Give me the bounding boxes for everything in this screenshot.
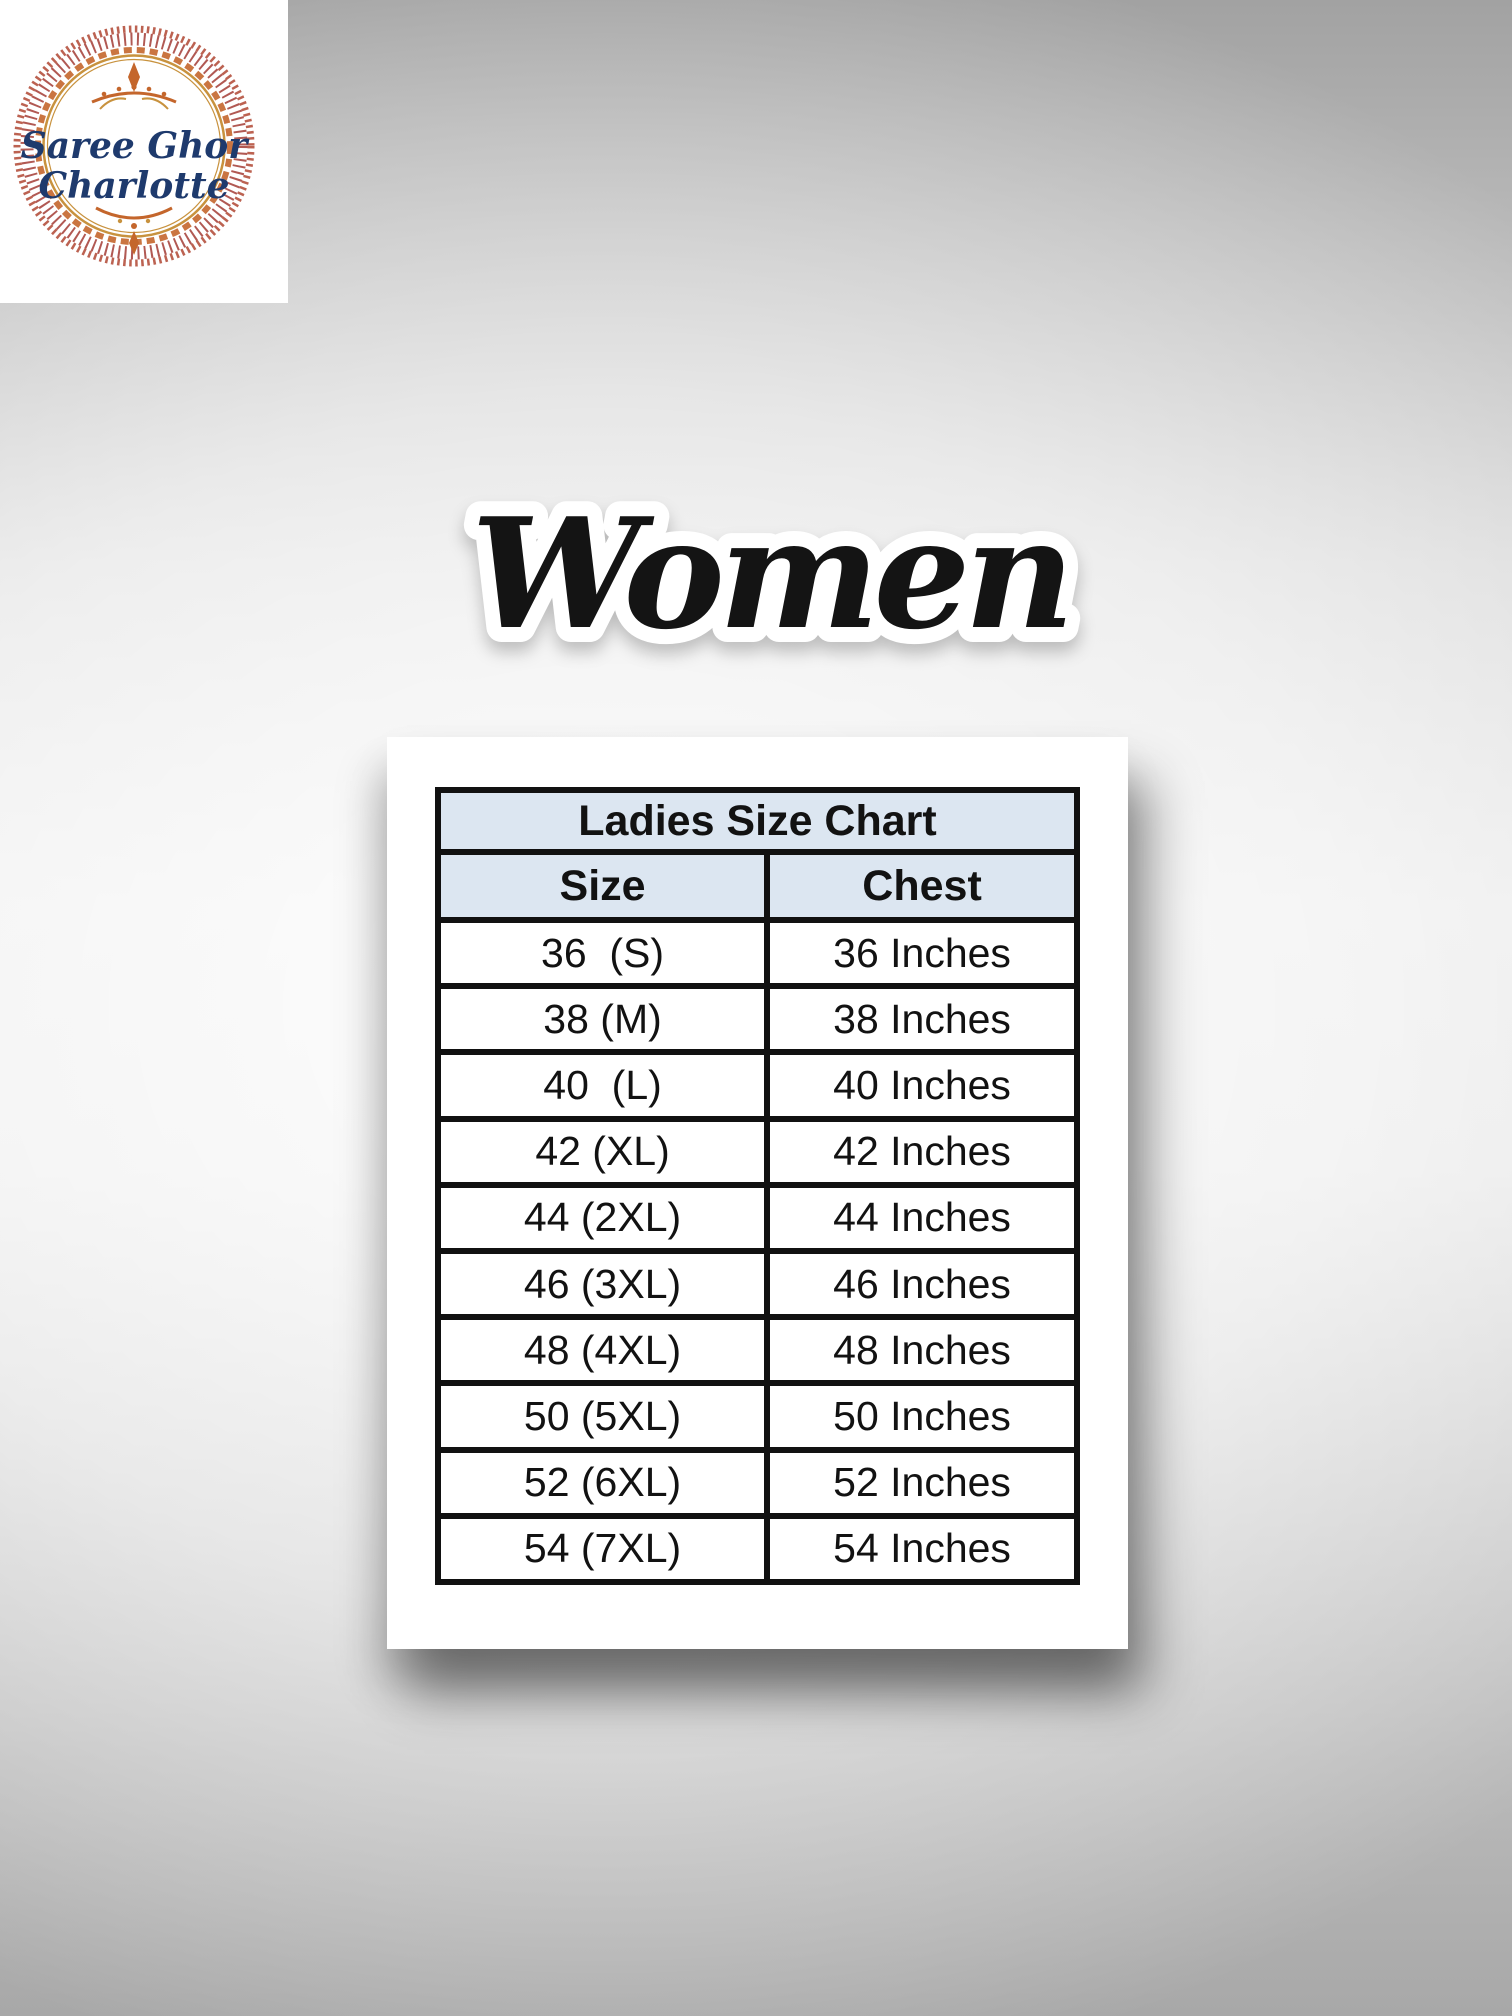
brand-name-line1: Saree Ghor — [21, 125, 251, 167]
table-row: 40 (L) 40 Inches — [434, 1049, 1080, 1122]
table-row: 42 (XL) 42 Inches — [434, 1115, 1080, 1188]
page-title-text: Women — [471, 484, 1069, 663]
table-row: 38 (M) 38 Inches — [434, 983, 1080, 1056]
table-row: 52 (6XL) 52 Inches — [434, 1446, 1080, 1519]
chart-title-row: Ladies Size Chart — [435, 787, 1080, 855]
chest-cell: 38 Inches — [764, 983, 1080, 1056]
table-row: 54 (7XL) 54 Inches — [434, 1512, 1080, 1586]
brand-name-line2: Charlotte — [39, 165, 230, 207]
table-row: 46 (3XL) 46 Inches — [434, 1247, 1080, 1321]
column-header-size: Size — [434, 849, 771, 923]
size-chart-card: Ladies Size Chart Size Chest 36 (S) 36 I… — [387, 737, 1128, 1649]
size-cell: 50 (5XL) — [434, 1380, 771, 1453]
size-cell: 42 (XL) — [434, 1115, 771, 1188]
chest-cell: 36 Inches — [764, 916, 1080, 990]
size-cell: 40 (L) — [434, 1049, 771, 1122]
column-header-chest: Chest — [764, 849, 1080, 923]
chest-cell: 52 Inches — [764, 1446, 1080, 1519]
table-row: 50 (5XL) 50 Inches — [434, 1380, 1080, 1453]
size-cell: 46 (3XL) — [434, 1247, 771, 1321]
chest-cell: 40 Inches — [764, 1049, 1080, 1122]
column-header-row: Size Chest — [434, 849, 1080, 923]
chest-cell: 46 Inches — [764, 1247, 1080, 1321]
table-row: 36 (S) 36 Inches — [434, 916, 1080, 990]
size-cell: 48 (4XL) — [434, 1314, 771, 1387]
chest-cell: 54 Inches — [764, 1512, 1080, 1586]
chest-cell: 48 Inches — [764, 1314, 1080, 1387]
chest-cell: 42 Inches — [764, 1115, 1080, 1188]
table-row: 44 (2XL) 44 Inches — [434, 1181, 1080, 1254]
size-cell: 38 (M) — [434, 983, 771, 1056]
page-title: Women — [456, 462, 1090, 712]
chest-cell: 44 Inches — [764, 1181, 1080, 1254]
table-row: 48 (4XL) 48 Inches — [434, 1314, 1080, 1387]
brand-logo: Saree Ghor Charlotte — [0, 0, 288, 303]
chest-cell: 50 Inches — [764, 1380, 1080, 1453]
size-cell: 44 (2XL) — [434, 1181, 771, 1254]
logo-ornament-icon: Saree Ghor Charlotte — [13, 25, 255, 267]
size-chart-table: Ladies Size Chart Size Chest 36 (S) 36 I… — [434, 787, 1080, 1586]
chart-title: Ladies Size Chart — [435, 787, 1080, 855]
size-cell: 52 (6XL) — [434, 1446, 771, 1519]
size-cell: 54 (7XL) — [434, 1512, 771, 1586]
size-cell: 36 (S) — [434, 916, 771, 990]
